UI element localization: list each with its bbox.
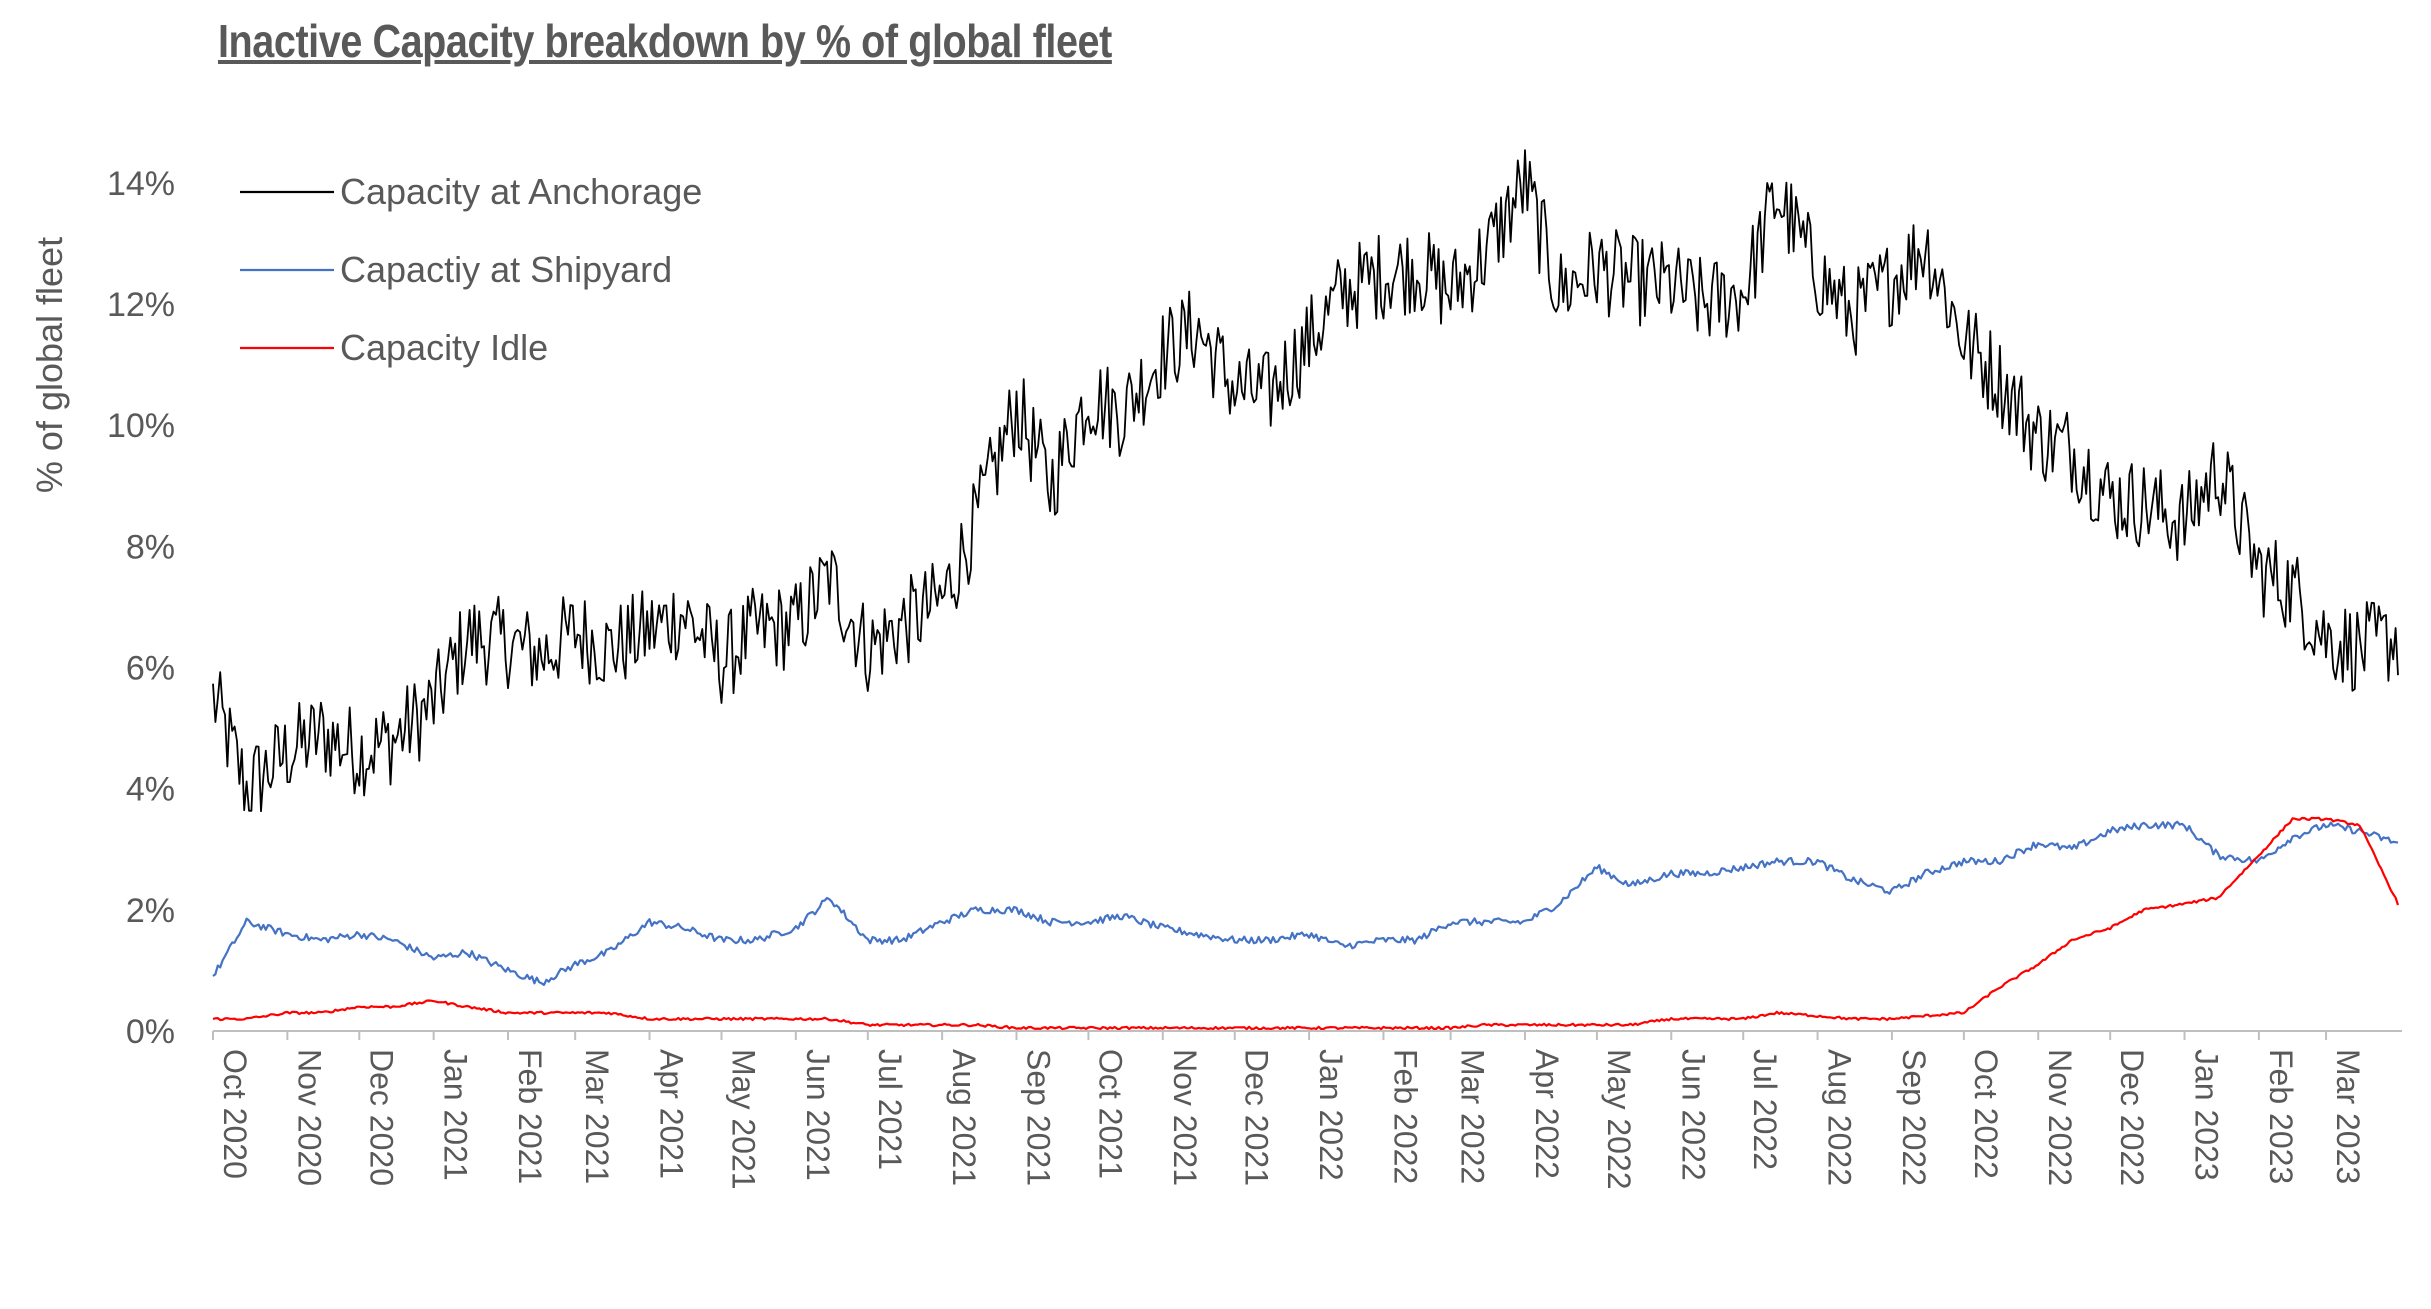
x-tick-label: Oct 2022 [1968, 1049, 2004, 1179]
chart-title: Inactive Capacity breakdown by % of glob… [218, 15, 1112, 67]
y-axis-title: % of global fleet [29, 237, 70, 493]
y-tick-label: 12% [107, 286, 175, 324]
x-tick-label: Apr 2021 [654, 1049, 690, 1179]
x-tick-label: Dec 2021 [1239, 1049, 1275, 1186]
x-tick-label: Mar 2022 [1455, 1049, 1491, 1184]
x-tick-label: Aug 2021 [946, 1049, 982, 1186]
x-tick-label: Apr 2022 [1529, 1049, 1565, 1179]
y-tick-label: 14% [107, 165, 175, 203]
x-tick-label: Mar 2023 [2330, 1049, 2366, 1184]
x-tick-label: Feb 2021 [512, 1049, 548, 1184]
x-tick-label: Feb 2023 [2263, 1049, 2299, 1184]
x-tick-label: Sep 2022 [1896, 1049, 1932, 1186]
legend-label: Capacity at Anchorage [340, 171, 702, 212]
x-tick-label: Jan 2022 [1313, 1049, 1349, 1181]
x-tick-label: Oct 2021 [1092, 1049, 1128, 1179]
x-tick-label: Nov 2021 [1167, 1049, 1203, 1186]
y-tick-label: 8% [126, 528, 175, 566]
y-tick-label: 10% [107, 407, 175, 445]
y-tick-label: 2% [126, 892, 175, 930]
x-tick-label: Sep 2021 [1020, 1049, 1056, 1186]
y-axis-ticks: 0% 2% 4% 6% 8% 10% 12% 14% [107, 165, 175, 1051]
x-tick-label: Mar 2021 [579, 1049, 615, 1184]
y-tick-label: 0% [126, 1013, 175, 1051]
x-tick-label: Nov 2022 [2042, 1049, 2078, 1186]
legend: Capacity at Anchorage Capactiy at Shipyar… [240, 171, 702, 368]
x-tick-label: Dec 2022 [2114, 1049, 2150, 1186]
legend-label: Capacity Idle [340, 327, 548, 368]
series-line-3 [212, 816, 2400, 1031]
x-axis-ticks: Oct 2020 Nov 2020 Dec 2020 Jan 2021 Feb 2021… [212, 1031, 2366, 1190]
series-line-1 [212, 149, 2399, 813]
series-line-2 [212, 820, 2399, 986]
y-tick-label: 4% [126, 771, 175, 809]
x-tick-label: Jun 2022 [1675, 1049, 1711, 1181]
y-tick-label: 6% [126, 650, 175, 688]
x-tick-label: Jun 2021 [800, 1049, 836, 1181]
plot-area [212, 149, 2400, 1031]
x-tick-label: Oct 2020 [217, 1049, 253, 1179]
x-tick-label: Jan 2021 [438, 1049, 474, 1181]
x-tick-label: May 2022 [1601, 1049, 1637, 1190]
legend-label: Capactiy at Shipyard [340, 249, 672, 290]
x-tick-label: Jul 2021 [872, 1049, 908, 1170]
x-tick-label: Jul 2022 [1747, 1049, 1783, 1170]
x-tick-label: Aug 2022 [1822, 1049, 1858, 1186]
x-tick-label: Feb 2022 [1387, 1049, 1423, 1184]
x-tick-label: May 2021 [725, 1049, 761, 1190]
x-tick-label: Nov 2020 [291, 1049, 327, 1186]
x-tick-label: Jan 2023 [2189, 1049, 2225, 1181]
x-tick-label: Dec 2020 [363, 1049, 399, 1186]
